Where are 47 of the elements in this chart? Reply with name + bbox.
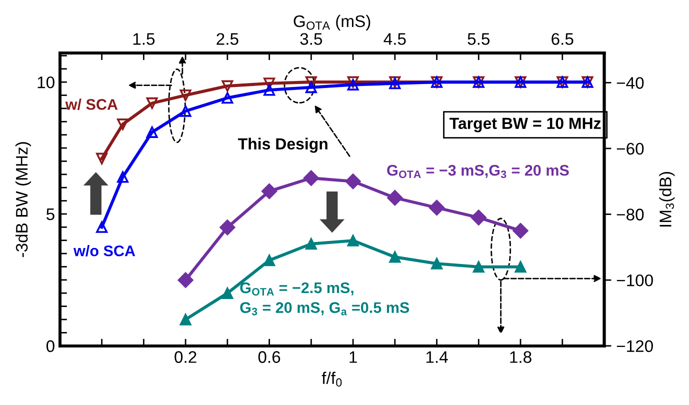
y2-tick-label: −100 bbox=[616, 274, 653, 286]
x-tick-label: 0.6 bbox=[258, 351, 280, 363]
text: G$_{OTA}$ = −2.5 mS, G$_{3}$ = 20 mS, G$_{a}$ =0.5 mS bbox=[240, 282, 410, 316]
point bbox=[387, 190, 403, 206]
point bbox=[347, 234, 359, 246]
x2-tick-label: 2.5 bbox=[216, 33, 238, 45]
point bbox=[262, 183, 278, 200]
y-tick-label: 10 bbox=[38, 76, 54, 88]
x-tick-label: 1.4 bbox=[426, 351, 448, 363]
y2-tick-label: −60 bbox=[616, 142, 644, 155]
point bbox=[222, 287, 234, 299]
point bbox=[178, 272, 194, 288]
point bbox=[345, 174, 361, 190]
x2-tick-label: 5.5 bbox=[468, 33, 490, 45]
point bbox=[470, 210, 486, 226]
point bbox=[305, 238, 317, 250]
x2-tick-label: 4.5 bbox=[384, 33, 406, 45]
point bbox=[512, 222, 528, 238]
annotation: This Design bbox=[238, 138, 328, 153]
point bbox=[514, 261, 526, 273]
x-axis-title: f/f$_{0}$ bbox=[322, 372, 342, 387]
x2-tick-label: 3.5 bbox=[300, 33, 322, 45]
annotation: Target BW = 10 MHz bbox=[450, 118, 601, 132]
y-axis-title: -3dB BW (MHz) bbox=[15, 142, 31, 258]
point bbox=[220, 220, 236, 236]
y-tick-label: 5 bbox=[46, 208, 54, 220]
point bbox=[389, 251, 401, 263]
y-tick-label: 0 bbox=[46, 340, 54, 352]
point bbox=[264, 254, 276, 266]
x2-tick-label: 6.5 bbox=[552, 33, 574, 45]
x-tick-label: 1.8 bbox=[510, 351, 532, 363]
y2-axis-title: IM$_{3}$(dB) bbox=[659, 172, 675, 227]
series-label: G$_{OTA}$ = −3 mS,G$_{3}$ = 20 mS bbox=[387, 164, 569, 178]
point bbox=[472, 261, 484, 273]
x-tick-label: 1 bbox=[350, 351, 357, 363]
y2-tick-label: −120 bbox=[616, 340, 653, 352]
y2-tick-label: −40 bbox=[616, 77, 644, 89]
x-tick-label: 0.2 bbox=[174, 351, 196, 363]
series-label: w/o SCA bbox=[74, 245, 136, 256]
point bbox=[180, 314, 192, 326]
point bbox=[303, 170, 319, 186]
series-label: w/ SCA bbox=[65, 98, 118, 110]
point bbox=[431, 258, 443, 270]
y2-tick-label: −80 bbox=[616, 208, 644, 220]
x2-tick-label: 1.5 bbox=[133, 33, 155, 45]
point bbox=[428, 200, 445, 216]
x2-axis-title: G$_{OTA}$ (mS) bbox=[294, 14, 370, 30]
